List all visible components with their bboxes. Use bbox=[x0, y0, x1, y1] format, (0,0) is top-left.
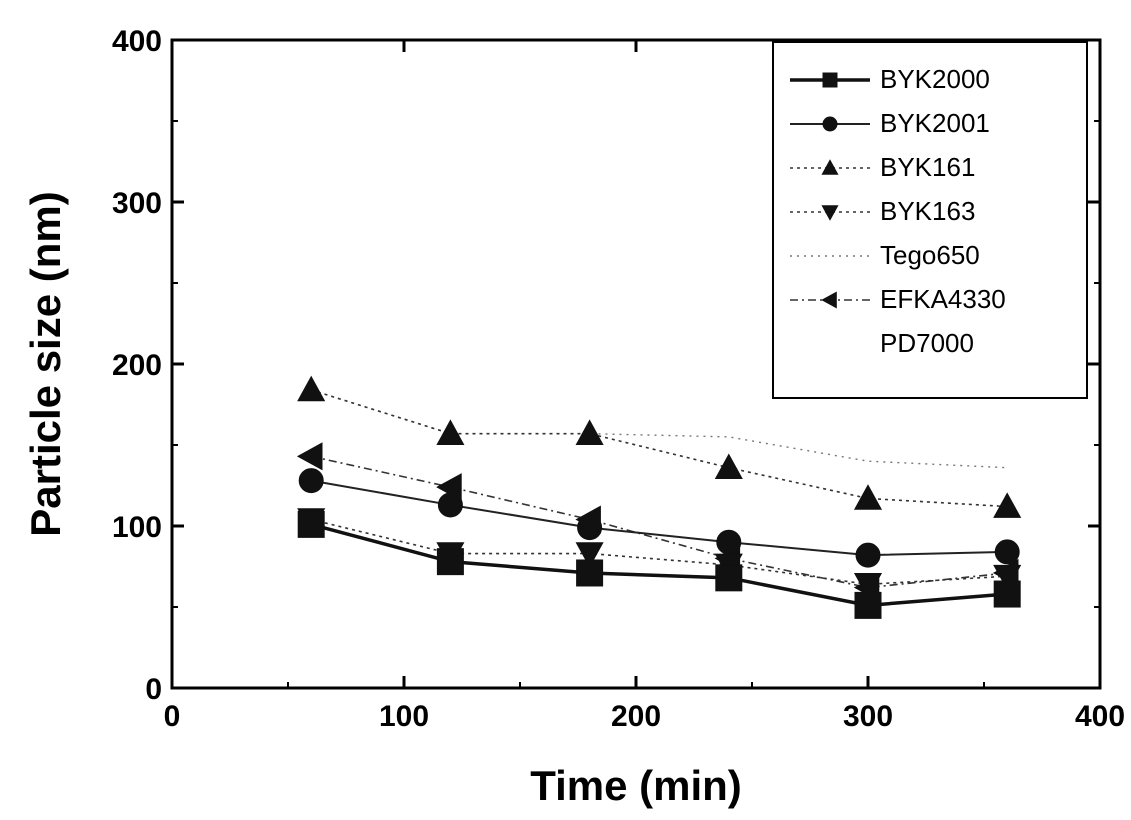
y-tick-label-200: 200 bbox=[112, 349, 162, 382]
data-point-byk2001-240 bbox=[716, 529, 742, 555]
x-tick-label-300: 300 bbox=[843, 700, 893, 733]
legend: BYK2000 BYK2001 BYK161 BYK163 Tego650 EFKA433… bbox=[772, 41, 1088, 399]
data-point-byk2000-240 bbox=[715, 564, 743, 592]
data-point-byk161-60 bbox=[297, 375, 326, 402]
x-tick-label-400: 400 bbox=[1075, 700, 1125, 733]
x-tick-label-200: 200 bbox=[611, 700, 661, 733]
legend-marker-byk2001 bbox=[822, 116, 838, 132]
axis-ticks bbox=[170, 38, 1102, 690]
data-point-byk2000-180 bbox=[576, 559, 604, 587]
data-point-byk2000-300 bbox=[854, 591, 882, 619]
legend-item-pd7000: PD7000 bbox=[880, 328, 974, 358]
legend-label-efka4330: EFKA4330 bbox=[880, 284, 1006, 314]
data-point-byk161-120 bbox=[436, 419, 465, 445]
data-point-byk2001-180 bbox=[577, 515, 603, 541]
data-point-efka4330-60 bbox=[296, 442, 323, 471]
data-point-byk163-300 bbox=[853, 573, 883, 599]
y-tick-label-100: 100 bbox=[112, 511, 162, 544]
series-line-byk2000 bbox=[310, 522, 1008, 608]
series-line-pd7000 bbox=[311, 523, 1008, 606]
data-point-byk2000-60 bbox=[297, 510, 325, 538]
legend-label-tego650: Tego650 bbox=[880, 240, 980, 270]
legend-marker-byk2000 bbox=[822, 72, 838, 88]
legend-item-efka4330: EFKA4330 bbox=[790, 284, 1006, 314]
data-point-byk161-240 bbox=[714, 453, 743, 479]
y-tick-label-300: 300 bbox=[112, 187, 162, 220]
data-point-byk161-180 bbox=[575, 419, 604, 445]
legend-label-byk2000: BYK2000 bbox=[880, 64, 990, 94]
legend-item-byk2000: BYK2000 bbox=[790, 64, 990, 94]
y-axis-title: Particle size (nm) bbox=[22, 191, 69, 536]
series-line-tego650 bbox=[310, 389, 1008, 469]
data-point-byk2001-300 bbox=[855, 542, 881, 568]
data-point-byk2000-120 bbox=[436, 548, 464, 576]
data-point-byk2001-360 bbox=[994, 539, 1020, 565]
legend-item-byk163: BYK163 bbox=[790, 196, 975, 226]
y-tick-label-0: 0 bbox=[145, 673, 162, 706]
legend-label-byk161: BYK161 bbox=[880, 152, 975, 182]
x-tick-label-0: 0 bbox=[164, 700, 181, 733]
legend-label-pd7000: PD7000 bbox=[880, 328, 974, 358]
data-point-byk2000-360 bbox=[993, 580, 1021, 608]
data-point-byk163-180 bbox=[575, 542, 604, 568]
series-line-byk163 bbox=[311, 518, 1008, 586]
data-point-byk2001-60 bbox=[298, 468, 324, 494]
x-axis-title: Time (min) bbox=[530, 762, 742, 809]
data-point-byk163-360 bbox=[993, 564, 1022, 591]
legend-item-byk161: BYK161 bbox=[790, 152, 975, 182]
series-line-byk161 bbox=[310, 389, 1008, 508]
series-line-byk2001 bbox=[311, 479, 1008, 557]
series-lines bbox=[310, 389, 1008, 608]
legend-label-byk163: BYK163 bbox=[880, 196, 975, 226]
legend-box bbox=[772, 41, 1088, 399]
x-tick-label-100: 100 bbox=[379, 700, 429, 733]
tick-labels: 0 100 200 300 400 0 100 200 300 400 bbox=[112, 25, 1125, 733]
legend-item-tego650: Tego650 bbox=[790, 240, 980, 270]
data-point-byk2001-120 bbox=[437, 492, 463, 518]
legend-item-byk2001: BYK2001 bbox=[790, 108, 990, 138]
legend-label-byk2001: BYK2001 bbox=[880, 108, 990, 138]
series-line-efka4330 bbox=[311, 455, 1008, 589]
y-tick-label-400: 400 bbox=[112, 25, 162, 58]
data-point-byk161-360 bbox=[993, 492, 1022, 518]
series-markers bbox=[296, 375, 1022, 619]
data-point-byk161-300 bbox=[853, 484, 883, 510]
legend-marker-byk163 bbox=[821, 205, 839, 221]
legend-marker-efka4330 bbox=[821, 291, 837, 309]
legend-marker-byk161 bbox=[821, 159, 839, 175]
